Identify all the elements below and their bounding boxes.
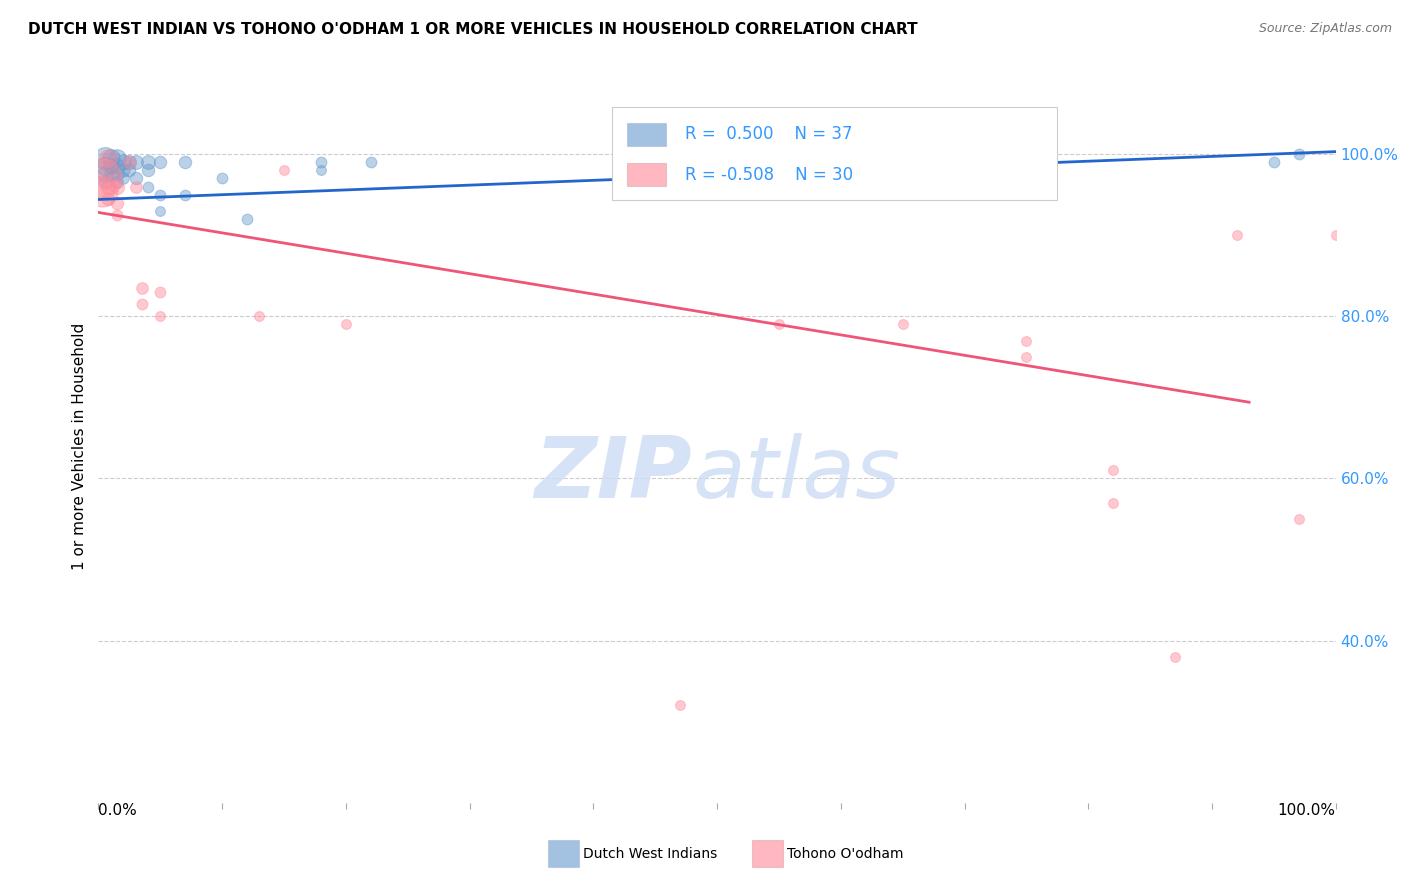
Point: [273, 163, 295, 178]
Point: [131, 281, 153, 295]
Point: [97, 192, 120, 206]
Y-axis label: 1 or more Vehicles in Household: 1 or more Vehicles in Household: [72, 322, 87, 570]
Point: [855, 155, 877, 169]
Point: [93, 176, 115, 190]
Point: [891, 318, 914, 332]
Point: [1102, 496, 1125, 510]
Point: [174, 187, 197, 202]
Text: DUTCH WEST INDIAN VS TOHONO O'ODHAM 1 OR MORE VEHICLES IN HOUSEHOLD CORRELATION : DUTCH WEST INDIAN VS TOHONO O'ODHAM 1 OR…: [28, 22, 918, 37]
Text: Dutch West Indians: Dutch West Indians: [583, 847, 717, 861]
Point: [768, 155, 790, 169]
Text: 0.0%: 0.0%: [98, 803, 138, 818]
Point: [247, 310, 270, 324]
Point: [360, 155, 382, 169]
Point: [979, 155, 1001, 169]
Point: [1015, 350, 1038, 364]
Point: [149, 155, 172, 169]
Point: [93, 159, 115, 173]
Point: [768, 318, 790, 332]
Point: [149, 203, 172, 218]
Point: [211, 171, 233, 186]
Point: [174, 155, 197, 169]
Point: [91, 184, 114, 198]
Point: [118, 155, 141, 169]
Point: [335, 318, 357, 332]
Text: Tohono O'odham: Tohono O'odham: [787, 847, 904, 861]
Text: 100.0%: 100.0%: [1278, 803, 1336, 818]
Bar: [627, 123, 666, 145]
Point: [105, 208, 128, 222]
Point: [669, 698, 692, 713]
Point: [124, 171, 146, 186]
Point: [97, 151, 120, 165]
Point: [149, 187, 172, 202]
Point: [93, 167, 115, 181]
Point: [100, 151, 122, 165]
Point: [91, 171, 114, 186]
Point: [1164, 649, 1187, 664]
Point: [149, 310, 172, 324]
Point: [236, 211, 259, 226]
Text: R =  0.500    N = 37: R = 0.500 N = 37: [685, 125, 852, 143]
Point: [131, 297, 153, 311]
Bar: [627, 163, 666, 186]
Point: [136, 155, 159, 169]
Point: [105, 167, 128, 181]
Text: R = -0.508    N = 30: R = -0.508 N = 30: [685, 166, 853, 184]
Point: [100, 167, 122, 181]
Point: [118, 155, 141, 169]
Point: [124, 155, 146, 169]
Point: [105, 179, 128, 194]
Point: [1102, 463, 1125, 477]
Point: [309, 163, 332, 178]
Text: atlas: atlas: [692, 433, 900, 516]
Point: [1324, 228, 1347, 243]
Text: Source: ZipAtlas.com: Source: ZipAtlas.com: [1258, 22, 1392, 36]
Point: [136, 179, 159, 194]
Point: [1288, 147, 1310, 161]
Point: [1015, 334, 1038, 348]
Text: ZIP: ZIP: [534, 433, 692, 516]
Point: [112, 163, 135, 178]
Point: [118, 163, 141, 178]
Point: [112, 171, 135, 186]
Point: [124, 179, 146, 194]
Point: [309, 155, 332, 169]
Point: [105, 151, 128, 165]
Point: [93, 151, 115, 165]
Point: [1263, 155, 1285, 169]
Point: [112, 155, 135, 169]
Point: [97, 179, 120, 194]
Point: [105, 195, 128, 210]
Point: [105, 159, 128, 173]
Point: [100, 159, 122, 173]
Point: [149, 285, 172, 299]
FancyBboxPatch shape: [612, 107, 1057, 200]
Point: [1288, 512, 1310, 526]
Point: [1226, 228, 1249, 243]
Point: [105, 176, 128, 190]
Point: [136, 163, 159, 178]
